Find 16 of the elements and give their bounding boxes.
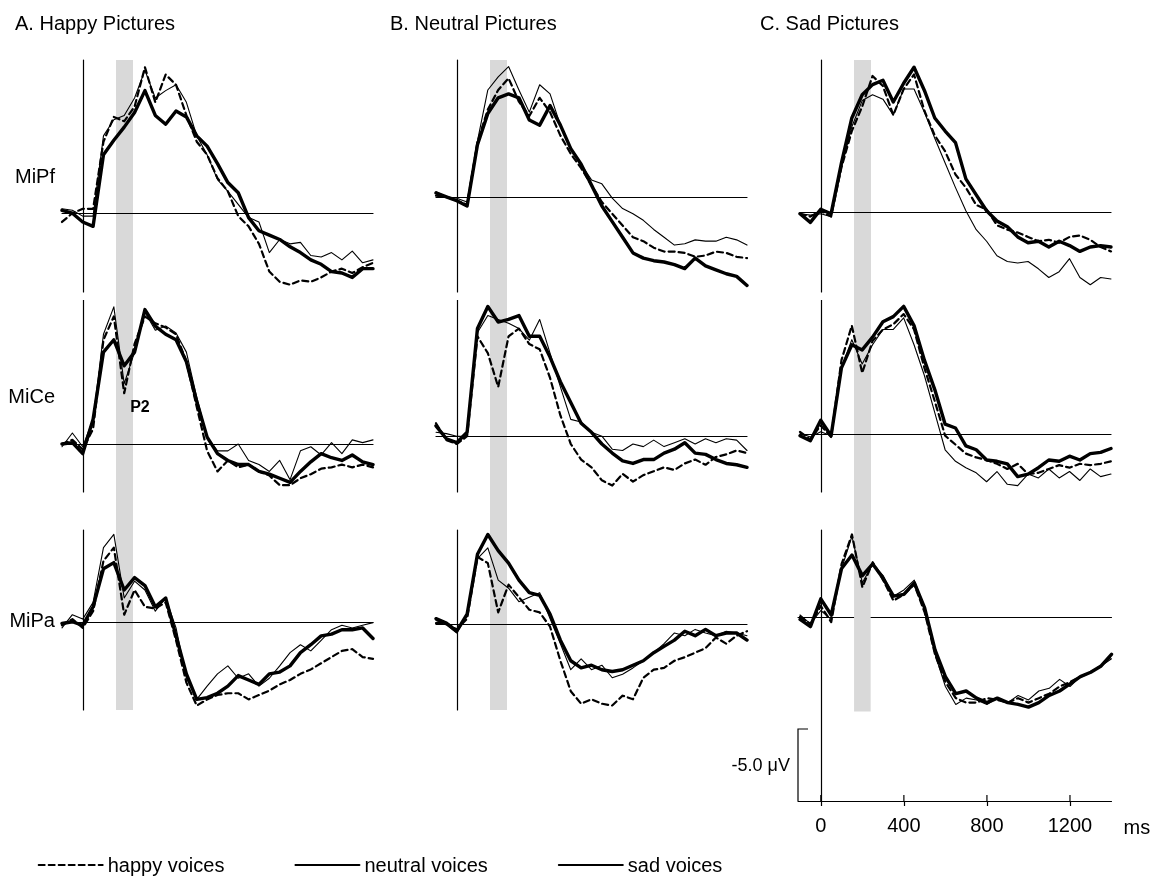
y-axis-title: MiPf xyxy=(15,165,56,187)
y-axis-title: MiCe xyxy=(8,385,55,407)
y-axis-title: MiPa xyxy=(9,609,56,631)
legend-label: happy voices xyxy=(107,854,225,876)
chart-title: B. Neutral Pictures xyxy=(390,12,557,34)
legend-label: neutral voices xyxy=(364,854,488,876)
annotation: P2 xyxy=(130,397,150,415)
chart-title: A. Happy Pictures xyxy=(15,12,176,34)
x-axis-title: ms xyxy=(1123,816,1151,838)
x-tick-label: 400 xyxy=(887,814,921,836)
text: -5.0 μV xyxy=(731,755,790,775)
legend-label: sad voices xyxy=(627,854,723,876)
x-tick-label: 0 xyxy=(815,814,827,836)
x-tick-label: 800 xyxy=(970,814,1004,836)
x-tick-label: 1200 xyxy=(1047,814,1093,836)
chart-title: C. Sad Pictures xyxy=(760,12,899,34)
